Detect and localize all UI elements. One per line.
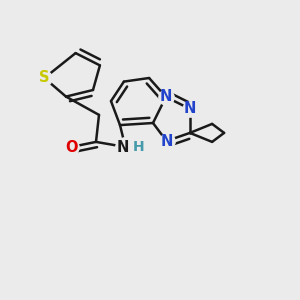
Text: N: N	[184, 101, 196, 116]
Text: S: S	[39, 70, 50, 86]
Text: N: N	[160, 134, 173, 148]
Text: O: O	[65, 140, 77, 154]
Text: N: N	[160, 89, 172, 104]
Text: H: H	[133, 140, 144, 154]
Text: N: N	[117, 140, 129, 154]
